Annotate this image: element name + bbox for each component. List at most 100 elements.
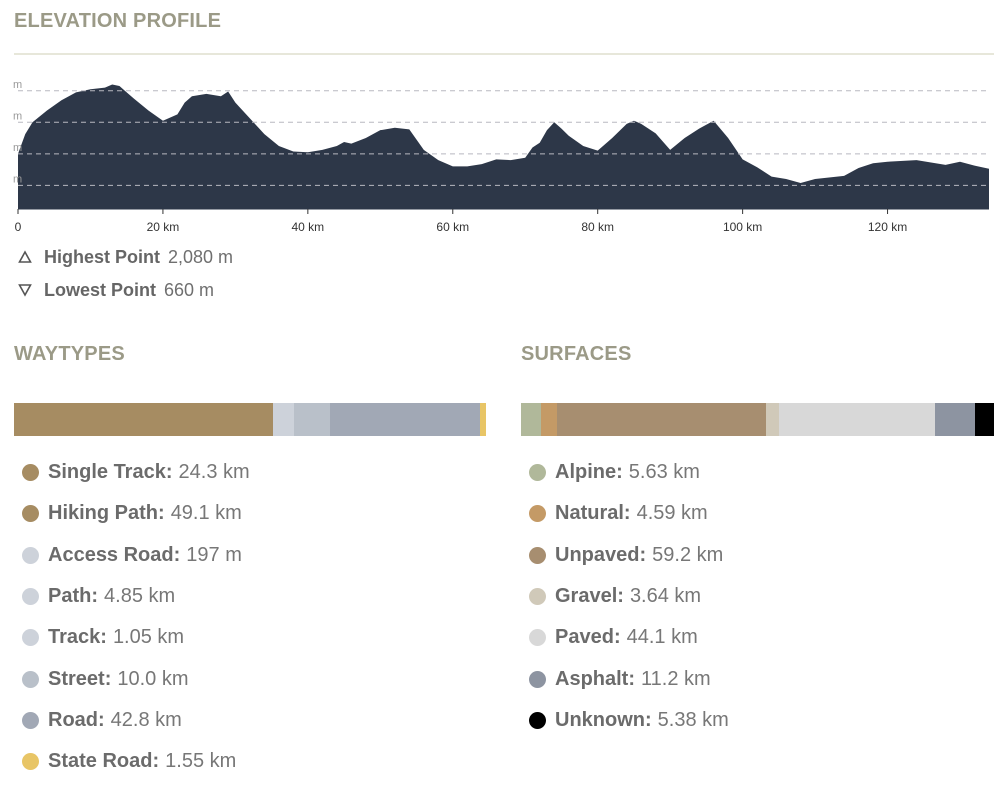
legend-dot bbox=[22, 670, 39, 688]
legend-name: Gravel bbox=[555, 585, 618, 608]
legend-dot bbox=[529, 546, 546, 564]
surfaces-title: SURFACES bbox=[521, 343, 632, 365]
x-tick-label: 0 bbox=[15, 220, 22, 234]
legend-dot bbox=[22, 588, 39, 606]
legend-name: Access Road bbox=[48, 543, 174, 566]
bar-segment-path[interactable] bbox=[273, 403, 291, 436]
legend-item-alpine[interactable]: Alpine:5.63 km bbox=[529, 452, 729, 493]
legend-item-single-track[interactable]: Single Track:24.3 km bbox=[22, 452, 250, 493]
legend-dot bbox=[22, 753, 39, 771]
x-tick-label: 20 km bbox=[147, 220, 180, 234]
y-tick-label: m bbox=[13, 142, 22, 154]
legend-colon: : bbox=[100, 626, 107, 649]
bar-segment-paved[interactable] bbox=[779, 403, 936, 436]
legend-item-unpaved[interactable]: Unpaved:59.2 km bbox=[529, 535, 729, 576]
legend-value: 24.3 km bbox=[178, 461, 250, 484]
bar-segment-natural[interactable] bbox=[540, 403, 558, 436]
legend-colon: : bbox=[639, 543, 647, 566]
highest-point-stat: Highest Point 2,080 m bbox=[18, 245, 233, 269]
bar-segment-road[interactable] bbox=[329, 403, 481, 436]
legend-name: State Road bbox=[48, 750, 153, 773]
surfaces-bar[interactable] bbox=[521, 403, 994, 436]
bar-segment-alpine[interactable] bbox=[521, 403, 541, 436]
x-tick-label: 80 km bbox=[581, 220, 614, 234]
bar-segment-unpaved[interactable] bbox=[557, 403, 767, 436]
y-tick-label: m bbox=[13, 110, 22, 122]
legend-item-unknown[interactable]: Unknown:5.38 km bbox=[529, 700, 729, 741]
legend-colon: : bbox=[623, 502, 631, 525]
x-tick-label: 60 km bbox=[436, 220, 469, 234]
legend-item-paved[interactable]: Paved:44.1 km bbox=[529, 617, 729, 658]
legend-colon: : bbox=[98, 708, 105, 731]
legend-value: 44.1 km bbox=[626, 626, 698, 649]
waytypes-bar[interactable] bbox=[14, 403, 486, 436]
legend-dot bbox=[529, 670, 546, 688]
legend-colon: : bbox=[158, 502, 165, 525]
bar-segment-state-road[interactable] bbox=[480, 403, 486, 436]
legend-dot bbox=[529, 505, 546, 523]
legend-value: 1.05 km bbox=[112, 626, 185, 649]
highest-point-value: 2,080 m bbox=[168, 246, 234, 267]
legend-colon: : bbox=[104, 667, 112, 690]
bar-segment-track[interactable] bbox=[290, 403, 295, 436]
triangle-up-icon bbox=[18, 250, 32, 263]
bar-segment-hiking-path[interactable] bbox=[99, 403, 273, 436]
legend-dot bbox=[529, 629, 546, 647]
legend-value: 11.2 km bbox=[641, 667, 711, 690]
legend-colon: : bbox=[645, 708, 652, 731]
legend-name: Unpaved bbox=[555, 543, 640, 566]
legend-value: 4.85 km bbox=[104, 585, 176, 608]
legend-item-natural[interactable]: Natural:4.59 km bbox=[529, 493, 729, 534]
legend-dot bbox=[529, 588, 546, 606]
legend-item-asphalt[interactable]: Asphalt:11.2 km bbox=[529, 658, 729, 699]
y-tick-label: m bbox=[13, 79, 22, 91]
legend-dot bbox=[22, 629, 39, 647]
legend-item-hiking-path[interactable]: Hiking Path:49.1 km bbox=[22, 493, 250, 534]
lowest-point-label: Lowest Point bbox=[44, 279, 156, 300]
legend-name: Track bbox=[48, 626, 101, 649]
bar-segment-access-road[interactable] bbox=[272, 403, 274, 436]
legend-item-street[interactable]: Street:10.0 km bbox=[22, 658, 250, 699]
legend-value: 1.55 km bbox=[165, 750, 237, 773]
elevation-chart[interactable]: m m m m 0 20 km 40 km 60 km 80 km 100 km 120 km bbox=[0, 70, 1000, 240]
legend-value: 5.38 km bbox=[657, 708, 729, 731]
bar-segment-unknown[interactable] bbox=[974, 403, 994, 436]
legend-dot bbox=[529, 464, 546, 482]
bar-segment-asphalt[interactable] bbox=[935, 403, 975, 436]
legend-colon: : bbox=[617, 585, 624, 608]
legend-item-access-road[interactable]: Access Road:197 m bbox=[22, 535, 250, 576]
title-divider bbox=[14, 53, 994, 55]
legend-dot bbox=[22, 505, 39, 523]
legend-value: 3.64 km bbox=[629, 585, 702, 608]
surfaces-legend: Alpine:5.63 km Natural:4.59 km Unpaved:59.… bbox=[529, 452, 729, 741]
legend-name: Hiking Path bbox=[48, 502, 159, 525]
legend-item-path[interactable]: Path:4.85 km bbox=[22, 576, 250, 617]
legend-value: 4.59 km bbox=[636, 502, 708, 525]
legend-name: Paved bbox=[555, 626, 614, 649]
legend-name: Alpine bbox=[555, 461, 617, 484]
bar-segment-gravel[interactable] bbox=[766, 403, 780, 436]
elevation-area bbox=[18, 84, 989, 209]
legend-dot bbox=[529, 711, 546, 729]
legend-item-state-road[interactable]: State Road:1.55 km bbox=[22, 741, 250, 782]
legend-name: Street bbox=[48, 667, 105, 690]
legend-colon: : bbox=[91, 585, 99, 608]
legend-dot bbox=[22, 546, 39, 564]
lowest-point-stat: Lowest Point 660 m bbox=[18, 278, 214, 302]
highest-point-label: Highest Point bbox=[44, 246, 160, 267]
legend-value: 5.63 km bbox=[628, 461, 700, 484]
legend-dot bbox=[22, 464, 39, 482]
legend-colon: : bbox=[173, 543, 181, 566]
legend-item-track[interactable]: Track:1.05 km bbox=[22, 617, 250, 658]
bar-segment-street[interactable] bbox=[294, 403, 330, 436]
triangle-down-icon bbox=[18, 284, 32, 297]
legend-item-road[interactable]: Road:42.8 km bbox=[22, 700, 250, 741]
bar-segment-single-track[interactable] bbox=[14, 403, 100, 436]
y-tick-label: m bbox=[13, 173, 22, 185]
elevation-profile-title: ELEVATION PROFILE bbox=[14, 10, 222, 32]
legend-colon: : bbox=[152, 750, 160, 773]
legend-value: 197 m bbox=[186, 543, 242, 566]
legend-name: Single Track bbox=[48, 461, 166, 484]
legend-colon: : bbox=[616, 461, 623, 484]
legend-item-gravel[interactable]: Gravel:3.64 km bbox=[529, 576, 729, 617]
